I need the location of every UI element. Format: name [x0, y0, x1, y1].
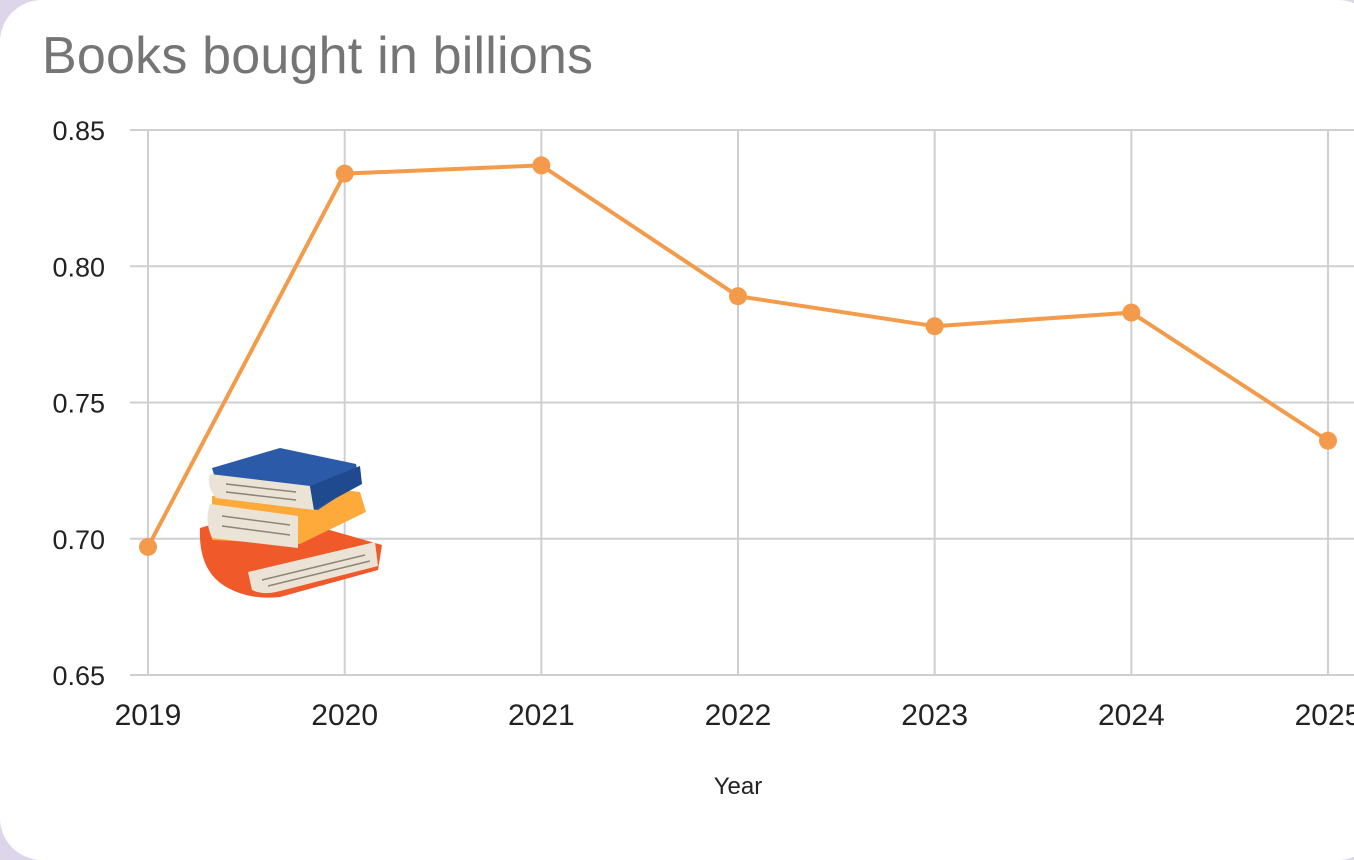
y-tick-labels: 0.65 0.70 0.75 0.80 0.85 — [52, 116, 105, 691]
x-tick-label: 2021 — [508, 699, 575, 732]
y-tick-label: 0.65 — [52, 661, 105, 691]
y-tick-label: 0.85 — [52, 116, 105, 146]
data-point-2020[interactable] — [335, 164, 354, 183]
x-tick-label: 2019 — [115, 699, 182, 732]
data-point-2022[interactable] — [729, 287, 747, 306]
stack-of-books-icon — [199, 448, 382, 598]
x-tick-labels: 2019 2020 2021 2022 2023 2024 2025 — [115, 699, 1354, 732]
chart-title: Books bought in billions — [42, 27, 594, 85]
data-point-2025[interactable] — [1319, 431, 1337, 450]
data-point-2019[interactable] — [139, 537, 157, 556]
y-tick-label: 0.70 — [52, 525, 105, 555]
series-layer — [139, 156, 1337, 556]
data-point-2021[interactable] — [532, 156, 551, 175]
x-tick-label: 2025 — [1295, 699, 1354, 732]
data-point-2023[interactable] — [925, 317, 944, 336]
x-tick-label: 2020 — [311, 699, 378, 732]
x-axis-label: Year — [714, 773, 763, 800]
grid-lines — [130, 129, 1354, 676]
x-tick-label: 2022 — [705, 699, 772, 732]
y-tick-label: 0.75 — [52, 389, 105, 419]
y-tick-label: 0.80 — [52, 252, 105, 282]
x-tick-label: 2023 — [901, 699, 968, 732]
data-point-2024[interactable] — [1122, 303, 1141, 322]
line-chart: 0.65 0.70 0.75 0.80 0.85 2019 2020 2021 2022 202… — [52, 116, 1354, 800]
x-tick-label: 2024 — [1098, 699, 1165, 732]
